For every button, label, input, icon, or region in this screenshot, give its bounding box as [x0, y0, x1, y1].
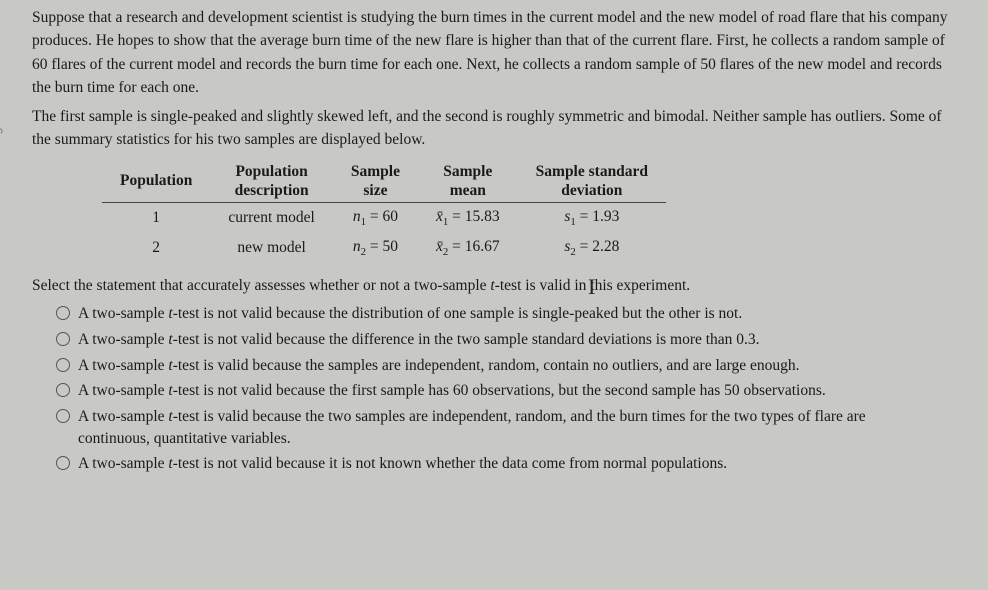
cell-mean-1: x̄1 = 15.83: [418, 203, 518, 233]
option-e[interactable]: A two-sample t-test is valid because the…: [56, 406, 960, 449]
question-prompt: Select the statement that accurately ass…: [32, 274, 960, 297]
table-row: 2 new model n2 = 50 x̄2 = 16.67 s2 = 2.2…: [102, 233, 666, 262]
copyright-watermark: © Macmillan Learning: [0, 128, 3, 244]
header-mean: Samplemean: [418, 160, 518, 203]
option-label: A two-sample t-test is not valid because…: [78, 453, 727, 475]
option-f[interactable]: A two-sample t-test is not valid because…: [56, 453, 960, 475]
paragraph-1: Suppose that a research and development …: [32, 6, 960, 99]
header-description: Populationdescription: [210, 160, 333, 203]
radio-icon: [56, 332, 70, 346]
option-label: A two-sample t-test is not valid because…: [78, 380, 826, 402]
cell-size-1: n1 = 60: [333, 203, 418, 233]
answer-options: A two-sample t-test is not valid because…: [32, 303, 960, 475]
question-content: Suppose that a research and development …: [0, 0, 988, 489]
summary-table: Population Populationdescription Samples…: [102, 160, 862, 262]
table-row: 1 current model n1 = 60 x̄1 = 15.83 s1 =…: [102, 203, 666, 233]
option-label: A two-sample t-test is valid because the…: [78, 406, 870, 449]
header-population: Population: [102, 160, 210, 203]
radio-icon: [56, 306, 70, 320]
cell-mean-2: x̄2 = 16.67: [418, 233, 518, 262]
radio-icon: [56, 409, 70, 423]
cell-pop-1: 1: [102, 203, 210, 233]
cell-size-2: n2 = 50: [333, 233, 418, 262]
option-label: A two-sample t-test is valid because the…: [78, 355, 800, 377]
radio-icon: [56, 358, 70, 372]
paragraph-2: The first sample is single-peaked and sl…: [32, 105, 960, 152]
radio-icon: [56, 383, 70, 397]
option-a[interactable]: A two-sample t-test is not valid because…: [56, 303, 960, 325]
cell-pop-2: 2: [102, 233, 210, 262]
cell-desc-1: current model: [210, 203, 333, 233]
option-b[interactable]: A two-sample t-test is not valid because…: [56, 329, 960, 351]
option-label: A two-sample t-test is not valid because…: [78, 329, 760, 351]
radio-icon: [56, 456, 70, 470]
option-label: A two-sample t-test is not valid because…: [78, 303, 742, 325]
cell-sd-1: s1 = 1.93: [518, 203, 666, 233]
cell-sd-2: s2 = 2.28: [518, 233, 666, 262]
option-d[interactable]: A two-sample t-test is not valid because…: [56, 380, 960, 402]
option-c[interactable]: A two-sample t-test is valid because the…: [56, 355, 960, 377]
header-sd: Sample standarddeviation: [518, 160, 666, 203]
header-size: Samplesize: [333, 160, 418, 203]
cell-desc-2: new model: [210, 233, 333, 262]
